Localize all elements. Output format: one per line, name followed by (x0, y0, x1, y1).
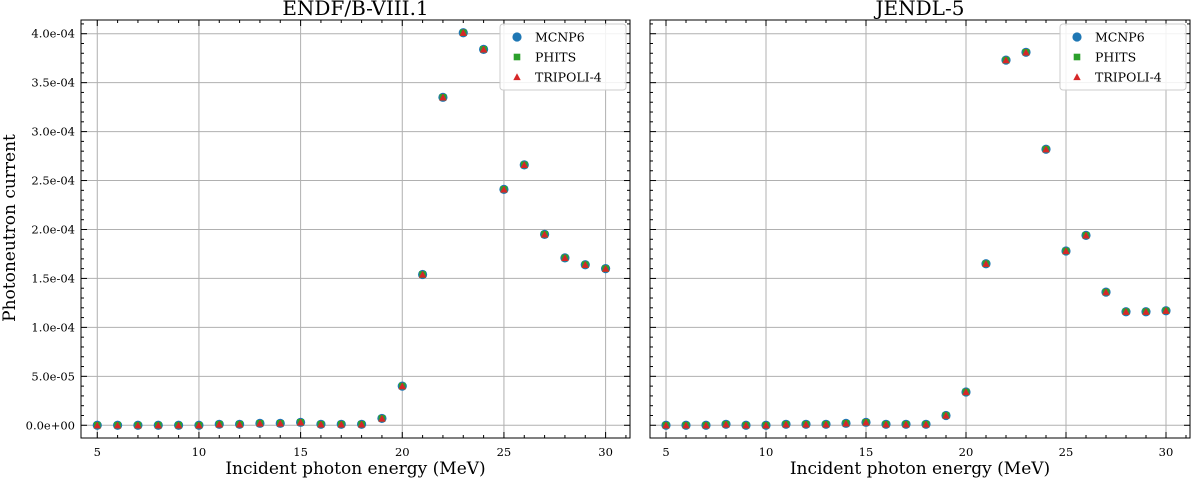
data-point-tripoli-4 (195, 421, 203, 429)
data-point-tripoli-4 (1002, 56, 1010, 64)
data-point-tripoli-4 (561, 254, 569, 262)
y-tick-label: 0.0e+00 (26, 418, 75, 432)
legend: MCNP6 PHITS TRIPOLI-4 (1059, 23, 1187, 91)
data-point-tripoli-4 (601, 264, 610, 272)
y-tick-label: 3.5e-04 (31, 76, 75, 90)
chart-title: ENDF/B-VIII.1 (282, 0, 428, 20)
legend-label: PHITS (535, 50, 576, 65)
legend-marker-phits (513, 53, 521, 61)
legend-box (499, 23, 627, 91)
y-tick-label: 3.0e-04 (31, 125, 75, 139)
x-tick-label: 30 (598, 445, 613, 459)
x-tick-label: 20 (395, 445, 410, 459)
data-point-tripoli-4 (662, 421, 670, 429)
data-point-tripoli-4 (1062, 247, 1070, 255)
data-point-tripoli-4 (581, 261, 589, 268)
data-point-tripoli-4 (398, 382, 406, 390)
data-point-tripoli-4 (418, 270, 427, 278)
x-tick-label: 5 (662, 445, 669, 459)
legend-label: TRIPOLI-4 (1095, 70, 1162, 85)
data-point-tripoli-4 (113, 421, 122, 429)
data-point-tripoli-4 (902, 420, 910, 428)
data-point-tripoli-4 (1142, 308, 1150, 315)
y-tick-label: 4.0e-04 (31, 27, 75, 41)
panel-endf: 5 10 15 20 25 30 0.0e+00 5.0e-05 1.0e-04 1.5e-04 2… (26, 0, 631, 479)
data-point-tripoli-4 (256, 419, 264, 427)
data-point-tripoli-4 (922, 420, 930, 428)
legend-marker-mcnp6 (1072, 32, 1082, 42)
data-point-tripoli-4 (439, 93, 447, 101)
chart-title: JENDL-5 (874, 0, 965, 20)
x-axis-label: Incident photon energy (MeV) (790, 459, 1050, 479)
data-point-tripoli-4 (154, 421, 162, 429)
data-point-tripoli-4 (1022, 48, 1030, 56)
data-point-tripoli-4 (520, 161, 528, 169)
data-point-tripoli-4 (862, 418, 870, 426)
y-tick-label: 1.5e-04 (31, 271, 75, 285)
plot-frame (649, 19, 1191, 439)
legend-label: PHITS (1095, 50, 1136, 65)
data-point-tripoli-4 (762, 421, 770, 429)
data-point-tripoli-4 (702, 421, 710, 429)
data-point-tripoli-4 (174, 421, 183, 429)
legend-box (1059, 23, 1187, 91)
x-tick-label: 25 (1059, 445, 1074, 459)
panel-jendl: 5 10 15 20 25 30 JENDL-5 Incident photon energy… (649, 0, 1191, 479)
data-point-tripoli-4 (802, 420, 810, 428)
data-point-tripoli-4 (842, 419, 850, 427)
data-point-tripoli-4 (540, 230, 549, 238)
legend-marker-mcnp6 (512, 32, 522, 42)
y-tick-label: 1.0e-04 (31, 320, 75, 334)
data-point-tripoli-4 (296, 418, 305, 426)
legend-marker-phits (1073, 53, 1081, 61)
data-point-tripoli-4 (1162, 307, 1170, 314)
data-point-tripoli-4 (882, 420, 890, 428)
x-tick-label: 15 (859, 445, 874, 459)
plot-frame (80, 19, 631, 439)
data-point-tripoli-4 (982, 260, 990, 267)
data-point-tripoli-4 (459, 29, 467, 36)
data-point-tripoli-4 (682, 421, 690, 429)
legend-label: MCNP6 (535, 30, 585, 45)
data-point-tripoli-4 (1122, 308, 1130, 315)
x-tick-label: 5 (94, 445, 101, 459)
x-tick-label: 15 (293, 445, 308, 459)
data-point-tripoli-4 (317, 420, 325, 428)
legend-marker-tripoli-4 (1073, 73, 1081, 81)
data-point-tripoli-4 (1102, 288, 1110, 296)
x-tick-label: 30 (1159, 445, 1174, 459)
legend-label: MCNP6 (1095, 30, 1145, 45)
x-tick-label: 10 (192, 445, 207, 459)
y-axis-label: Photoneutron current (0, 134, 20, 322)
data-point-tripoli-4 (500, 185, 508, 193)
data-point-tripoli-4 (722, 420, 730, 428)
data-point-tripoli-4 (235, 420, 244, 428)
data-point-tripoli-4 (337, 420, 345, 428)
legend-marker-tripoli-4 (513, 73, 521, 81)
data-point-tripoli-4 (357, 420, 366, 428)
data-point-tripoli-4 (134, 421, 142, 429)
y-tick-label: 5.0e-05 (31, 369, 75, 383)
x-axis-label: Incident photon energy (MeV) (225, 459, 485, 479)
data-point-tripoli-4 (782, 420, 790, 428)
legend-label: TRIPOLI-4 (535, 70, 602, 85)
data-point-tripoli-4 (479, 45, 488, 53)
x-tick-label: 10 (759, 445, 774, 459)
data-point-tripoli-4 (942, 411, 950, 419)
x-tick-label: 20 (959, 445, 974, 459)
data-point-tripoli-4 (1042, 145, 1050, 153)
data-point-tripoli-4 (276, 419, 284, 427)
legend: MCNP6 PHITS TRIPOLI-4 (499, 23, 627, 91)
data-point-tripoli-4 (962, 388, 970, 396)
data-point-tripoli-4 (742, 421, 750, 429)
data-point-tripoli-4 (822, 420, 830, 428)
y-tick-label: 2.5e-04 (31, 174, 75, 188)
data-point-tripoli-4 (378, 414, 386, 422)
x-tick-label: 25 (497, 445, 512, 459)
y-tick-label: 2.0e-04 (31, 222, 75, 236)
data-point-tripoli-4 (215, 420, 223, 428)
data-point-tripoli-4 (1082, 231, 1090, 239)
data-point-tripoli-4 (93, 421, 101, 429)
